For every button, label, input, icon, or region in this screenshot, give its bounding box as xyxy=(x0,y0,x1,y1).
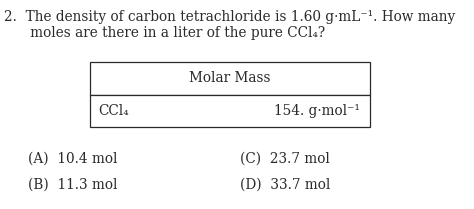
Text: (B)  11.3 mol: (B) 11.3 mol xyxy=(28,178,118,192)
Text: Molar Mass: Molar Mass xyxy=(189,71,271,85)
Text: moles are there in a liter of the pure CCl₄?: moles are there in a liter of the pure C… xyxy=(4,26,325,40)
Text: (A)  10.4 mol: (A) 10.4 mol xyxy=(28,152,118,166)
Text: (C)  23.7 mol: (C) 23.7 mol xyxy=(240,152,330,166)
Text: CCl₄: CCl₄ xyxy=(98,104,128,118)
Bar xyxy=(90,95,370,127)
Text: 154. g·mol⁻¹: 154. g·mol⁻¹ xyxy=(274,104,360,118)
Text: (D)  33.7 mol: (D) 33.7 mol xyxy=(240,178,330,192)
Text: 2.  The density of carbon tetrachloride is 1.60 g·mL⁻¹. How many: 2. The density of carbon tetrachloride i… xyxy=(4,10,455,24)
Bar xyxy=(90,62,370,95)
